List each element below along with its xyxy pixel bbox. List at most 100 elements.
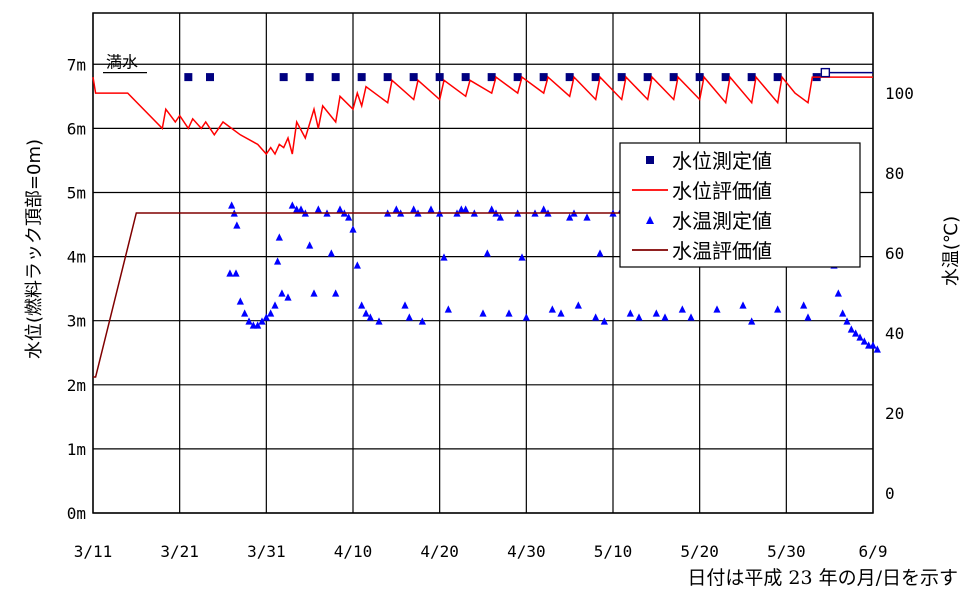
y-right-tick-label: 60 bbox=[885, 244, 904, 263]
level-measure-point bbox=[279, 73, 288, 82]
legend-label: 水位測定値 bbox=[672, 149, 772, 173]
temp-measure-point bbox=[258, 317, 266, 325]
y-right-axis-label: 水温(℃) bbox=[941, 216, 962, 286]
x-tick-label: 3/21 bbox=[160, 542, 199, 561]
y-left-tick-label: 2m bbox=[67, 376, 86, 395]
temp-measure-point bbox=[540, 205, 548, 213]
level-measure-point bbox=[591, 73, 600, 82]
level-measure-point bbox=[513, 73, 522, 82]
temp-measure-point bbox=[873, 345, 881, 353]
temp-measure-point bbox=[427, 205, 435, 213]
temp-measure-point bbox=[288, 201, 296, 209]
y-left-axis-label: 水位(燃料ラック頂部=0m) bbox=[24, 139, 45, 359]
temp-measure-point bbox=[505, 309, 513, 317]
level-measure-point bbox=[643, 73, 652, 82]
temp-measure-point bbox=[748, 317, 756, 325]
level-measure-point bbox=[409, 73, 418, 82]
x-tick-label: 5/10 bbox=[594, 542, 633, 561]
y-left-tick-label: 0m bbox=[67, 504, 86, 523]
temp-measure-point bbox=[574, 301, 582, 309]
x-tick-label: 5/30 bbox=[767, 542, 806, 561]
temp-measure-point bbox=[800, 301, 808, 309]
level-measure-point bbox=[487, 73, 496, 82]
level-measure-point bbox=[565, 73, 574, 82]
temp-measure-point bbox=[275, 233, 283, 241]
temp-measure-point bbox=[444, 305, 452, 313]
temp-measure-point bbox=[856, 333, 864, 341]
full-water-label: 満水 bbox=[106, 53, 138, 72]
temp-measure-point bbox=[661, 313, 669, 321]
temp-measure-point bbox=[652, 309, 660, 317]
legend-square-swatch bbox=[646, 156, 654, 164]
temp-measure-point bbox=[254, 321, 262, 329]
temp-measure-point bbox=[518, 253, 526, 261]
legend-label: 水温評価値 bbox=[672, 239, 772, 263]
temp-measure-point bbox=[522, 313, 530, 321]
temp-measure-point bbox=[410, 205, 418, 213]
temp-measure-point bbox=[479, 309, 487, 317]
y-left-tick-label: 6m bbox=[67, 119, 86, 138]
temp-measure-point bbox=[262, 313, 270, 321]
x-tick-label: 4/20 bbox=[420, 542, 459, 561]
y-right-tick-label: 0 bbox=[885, 484, 895, 503]
temp-measure-point bbox=[353, 261, 361, 269]
level-latest-marker bbox=[820, 67, 831, 78]
temp-measure-point bbox=[278, 289, 286, 297]
x-tick-label: 4/30 bbox=[507, 542, 546, 561]
temp-measure-point bbox=[713, 305, 721, 313]
legend-label: 水温測定値 bbox=[672, 209, 772, 233]
temp-measure-point bbox=[306, 241, 314, 249]
level-measure-point bbox=[617, 73, 626, 82]
temp-measure-point bbox=[375, 317, 383, 325]
footer-note: 日付は平成 23 年の月/日を示す bbox=[687, 567, 958, 589]
x-tick-label: 4/10 bbox=[334, 542, 373, 561]
temp-measure-point bbox=[314, 205, 322, 213]
temp-measure-point bbox=[596, 249, 604, 257]
temp-measure-point bbox=[548, 305, 556, 313]
temp-measure-point bbox=[566, 213, 574, 221]
temp-measure-point bbox=[839, 309, 847, 317]
level-measure-point bbox=[305, 73, 314, 82]
temp-measure-point bbox=[401, 301, 409, 309]
temp-measure-point bbox=[600, 317, 608, 325]
level-measure-point bbox=[331, 73, 340, 82]
level-measure-point bbox=[721, 73, 730, 82]
series-line bbox=[92, 75, 873, 156]
temp-measure-point bbox=[834, 289, 842, 297]
legend-label: 水位評価値 bbox=[672, 179, 772, 203]
temp-measure-point bbox=[687, 313, 695, 321]
temp-measure-point bbox=[392, 205, 400, 213]
temp-measure-point bbox=[860, 337, 868, 345]
temp-measure-point bbox=[418, 317, 426, 325]
y-right-tick-label: 80 bbox=[885, 164, 904, 183]
y-left-tick-label: 1m bbox=[67, 440, 86, 459]
y-right-tick-label: 100 bbox=[885, 84, 914, 103]
x-tick-label: 5/20 bbox=[680, 542, 719, 561]
temp-measure-point bbox=[226, 269, 234, 277]
level-measure-point bbox=[357, 73, 366, 82]
temp-measure-point bbox=[241, 309, 249, 317]
level-measure-point bbox=[461, 73, 470, 82]
temp-measure-point bbox=[626, 309, 634, 317]
temp-measure-point bbox=[327, 249, 335, 257]
plot-frame bbox=[92, 12, 874, 514]
temp-measure-point bbox=[405, 313, 413, 321]
temp-measure-point bbox=[297, 205, 305, 213]
temp-measure-point bbox=[869, 341, 877, 349]
temp-measure-point bbox=[232, 269, 240, 277]
temp-measure-point bbox=[592, 313, 600, 321]
y-left-tick-label: 7m bbox=[67, 55, 86, 74]
level-measure-point bbox=[435, 73, 444, 82]
temp-measure-point bbox=[462, 205, 470, 213]
temp-measure-point bbox=[345, 213, 353, 221]
temp-measure-point bbox=[488, 205, 496, 213]
legend-triangle-swatch bbox=[646, 216, 654, 224]
level-measure-point bbox=[184, 73, 193, 82]
level-measure-point bbox=[669, 73, 678, 82]
temp-measure-point bbox=[774, 305, 782, 313]
temp-measure-point bbox=[483, 249, 491, 257]
temp-measure-point bbox=[496, 213, 504, 221]
level-measure-point bbox=[747, 73, 756, 82]
temp-measure-point bbox=[358, 301, 366, 309]
